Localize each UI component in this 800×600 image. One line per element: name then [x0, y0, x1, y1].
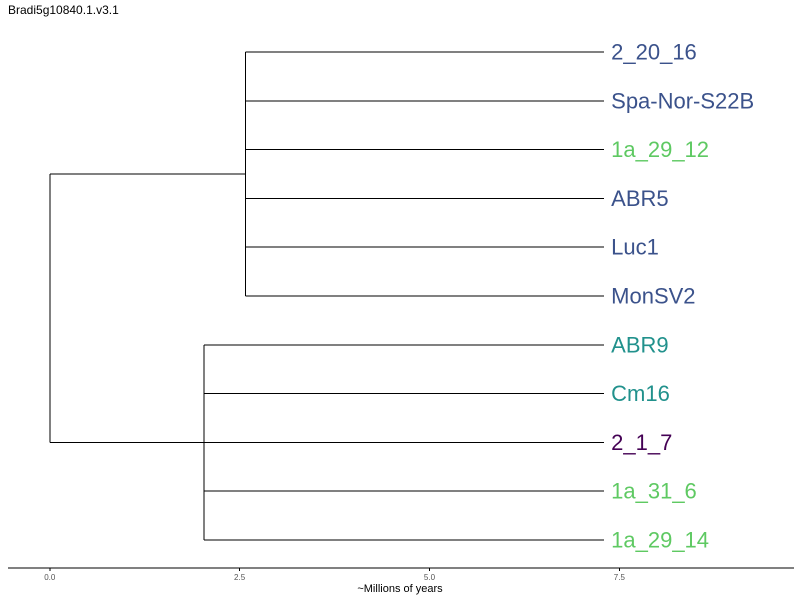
leaf-label: MonSV2 [611, 284, 695, 309]
leaf-label: ABR9 [611, 332, 668, 357]
leaf-label: 2_20_16 [611, 40, 697, 65]
leaf-label: ABR5 [611, 186, 668, 211]
leaf-label: Spa-Nor-S22B [611, 88, 754, 113]
leaf-label: 1a_31_6 [611, 479, 697, 504]
page-title: Bradi5g10840.1.v3.1 [8, 3, 119, 17]
x-tick-label: 0.0 [44, 573, 56, 582]
x-axis-label: ~Millions of years [357, 583, 443, 595]
x-tick-label: 2.5 [234, 573, 246, 582]
x-tick-label: 7.5 [614, 573, 626, 582]
x-tick-label: 5.0 [424, 573, 436, 582]
leaf-label: 1a_29_12 [611, 137, 709, 162]
leaf-label: Luc1 [611, 235, 659, 260]
leaf-label: 1a_29_14 [611, 528, 709, 553]
leaf-label: Cm16 [611, 381, 670, 406]
leaf-label: 2_1_7 [611, 430, 672, 455]
